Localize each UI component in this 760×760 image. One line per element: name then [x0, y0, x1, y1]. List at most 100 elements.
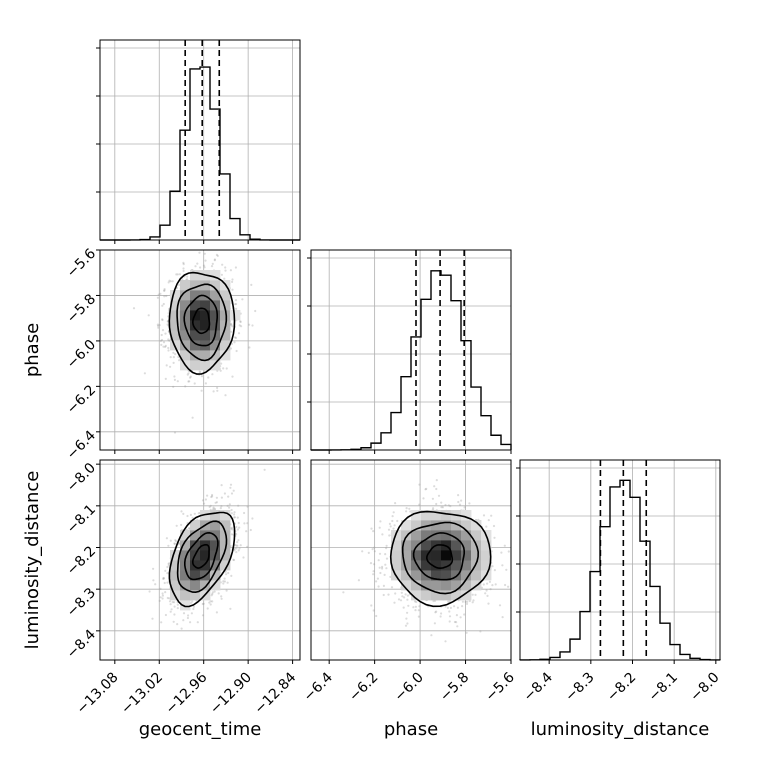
sample-point: [425, 487, 428, 490]
sample-point: [235, 349, 238, 353]
sample-point: [193, 512, 196, 515]
sample-point: [162, 345, 165, 348]
sample-point: [236, 516, 239, 519]
sample-point: [435, 479, 438, 482]
density-blocks: [170, 270, 241, 371]
sample-point: [229, 607, 232, 610]
sample-point: [231, 278, 234, 281]
sample-point: [493, 569, 496, 572]
density-cell: [180, 570, 191, 581]
sample-point: [235, 302, 238, 306]
sample-point: [172, 351, 175, 354]
sample-point: [412, 606, 415, 609]
sample-point: [213, 259, 216, 262]
sample-point: [161, 594, 164, 597]
sample-point: [485, 589, 488, 592]
sample-point: [223, 277, 226, 280]
sample-point: [377, 559, 380, 562]
sample-point: [371, 548, 374, 551]
density-cell: [200, 530, 211, 541]
sample-point: [166, 565, 169, 569]
density-cell: [461, 590, 472, 601]
sample-point: [188, 527, 191, 530]
sample-point: [229, 322, 233, 325]
sample-point: [220, 597, 223, 600]
sample-point: [498, 604, 502, 607]
sample-point: [238, 526, 241, 529]
sample-point: [219, 507, 222, 510]
sample-point: [220, 505, 223, 508]
density-cell: [210, 340, 221, 351]
x-tick-label-phase: −6.0: [392, 670, 427, 705]
sample-point: [408, 507, 411, 510]
density-cell: [421, 580, 432, 591]
sample-point: [160, 621, 163, 624]
sample-point: [206, 607, 209, 610]
sample-point: [160, 333, 163, 337]
sample-point: [176, 623, 179, 626]
sample-point: [238, 324, 241, 327]
sample-point: [393, 601, 396, 604]
sample-point: [455, 614, 458, 617]
sample-point: [381, 565, 384, 569]
sample-point: [385, 567, 388, 570]
sample-point: [389, 575, 392, 579]
sample-point: [175, 273, 178, 276]
sample-point: [230, 512, 233, 515]
sample-point: [215, 501, 218, 504]
density-cell: [401, 570, 412, 581]
sample-point: [157, 293, 160, 296]
sample-point: [211, 373, 214, 376]
sample-point: [245, 530, 248, 533]
sample-point: [199, 371, 202, 374]
sample-point: [174, 540, 178, 543]
sample-point: [447, 504, 450, 507]
density-cell: [170, 560, 181, 571]
sample-point: [491, 584, 494, 587]
sample-point: [376, 577, 379, 580]
hist-panel-geocent_time: [96, 39, 301, 244]
density-cell: [220, 550, 231, 561]
x-tick-label-phase: −5.6: [482, 669, 517, 704]
sample-point: [449, 505, 452, 508]
sample-point: [232, 558, 235, 561]
contour-level-1: [184, 531, 219, 581]
density-cell: [220, 290, 231, 301]
sample-point: [373, 563, 376, 566]
density-cell: [180, 550, 191, 561]
sample-point: [210, 495, 213, 499]
sample-point: [217, 592, 220, 595]
sample-point: [392, 527, 395, 530]
density-cell: [220, 560, 231, 571]
sample-point: [167, 338, 170, 341]
density-cell: [391, 560, 402, 571]
sample-point: [169, 610, 172, 613]
sample-point: [447, 600, 450, 603]
sample-point: [212, 507, 215, 510]
sample-point: [215, 253, 218, 256]
density-cell: [190, 540, 201, 551]
sample-point: [432, 507, 435, 510]
sample-point: [192, 607, 195, 611]
sample-point: [234, 266, 237, 269]
sample-point: [449, 606, 452, 610]
sample-point: [378, 552, 382, 555]
sample-point: [220, 496, 223, 499]
density-cell: [190, 570, 201, 581]
density-cell: [441, 510, 452, 521]
sample-point: [390, 586, 394, 589]
density-cell: [210, 520, 221, 531]
density-cell: [190, 590, 201, 601]
sample-point: [236, 541, 239, 544]
sample-point: [216, 389, 219, 392]
sample-point: [489, 588, 492, 591]
density-cell: [421, 590, 432, 601]
density-cell: [170, 310, 181, 321]
sample-point: [235, 544, 238, 547]
sample-point: [507, 585, 510, 588]
density-cell: [411, 580, 422, 591]
sample-point: [227, 571, 230, 575]
sample-point: [147, 314, 150, 317]
density-cell: [170, 570, 181, 581]
sample-point: [200, 375, 204, 378]
